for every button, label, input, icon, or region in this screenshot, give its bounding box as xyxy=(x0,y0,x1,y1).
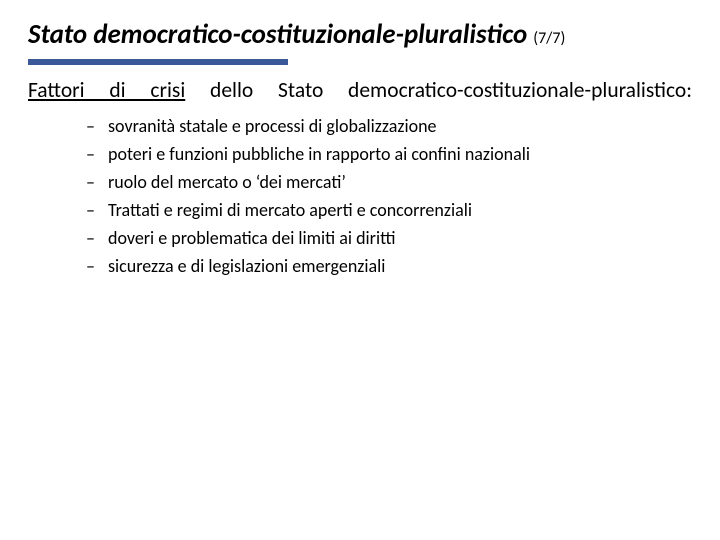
bullet-dash-icon: – xyxy=(86,197,108,223)
title-main: Stato democratico-costituzionale-plurali… xyxy=(28,18,527,51)
bullet-dash-icon: – xyxy=(86,253,108,279)
list-item: – doveri e problematica dei limiti ai di… xyxy=(86,225,692,251)
subtitle: Fattori di crisi dello Stato democratico… xyxy=(28,77,692,103)
bullet-list: – sovranità statale e processi di global… xyxy=(28,113,692,280)
title-underline-rule xyxy=(28,59,288,65)
bullet-dash-icon: – xyxy=(86,225,108,251)
bullet-text: doveri e problematica dei limiti ai diri… xyxy=(108,225,395,251)
subtitle-rest: dello Stato democratico-costituzionale-p… xyxy=(185,77,692,103)
list-item: – sicurezza e di legislazioni emergenzia… xyxy=(86,253,692,279)
subtitle-underlined: Fattori di crisi xyxy=(28,77,185,103)
bullet-dash-icon: – xyxy=(86,169,108,195)
bullet-text: sicurezza e di legislazioni emergenziali xyxy=(108,253,385,279)
bullet-dash-icon: – xyxy=(86,113,108,139)
list-item: – Trattati e regimi di mercato aperti e … xyxy=(86,197,692,223)
bullet-text: Trattati e regimi di mercato aperti e co… xyxy=(108,197,472,223)
list-item: – ruolo del mercato o ‘dei mercati’ xyxy=(86,169,692,195)
bullet-dash-icon: – xyxy=(86,141,108,167)
bullet-text: poteri e funzioni pubbliche in rapporto … xyxy=(108,141,530,167)
bullet-text: sovranità statale e processi di globaliz… xyxy=(108,113,436,139)
title-page-indicator: (7/7) xyxy=(533,29,565,48)
bullet-text: ruolo del mercato o ‘dei mercati’ xyxy=(108,169,346,195)
list-item: – sovranità statale e processi di global… xyxy=(86,113,692,139)
slide-title: Stato democratico-costituzionale-plurali… xyxy=(28,18,692,51)
list-item: – poteri e funzioni pubbliche in rapport… xyxy=(86,141,692,167)
slide: Stato democratico-costituzionale-plurali… xyxy=(0,0,720,540)
